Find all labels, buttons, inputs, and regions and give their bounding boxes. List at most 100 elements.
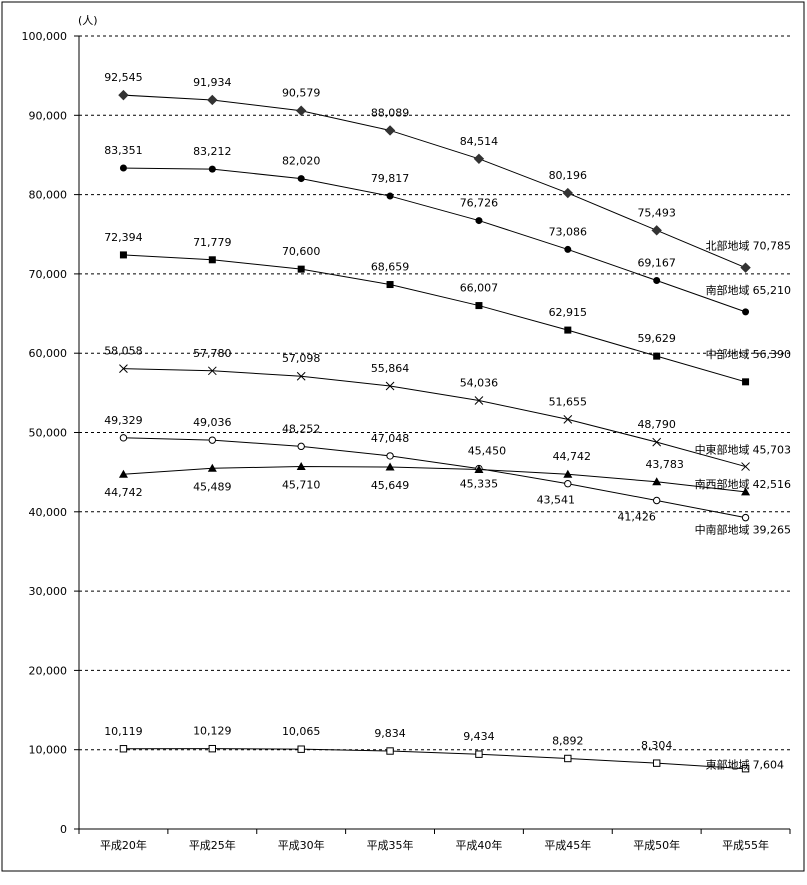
x-tick-label: 平成40年 [455,838,502,852]
data-point-triangle [741,487,751,496]
data-label: 90,579 [282,87,321,100]
data-point-open-square [652,759,661,767]
data-point-square [208,256,216,264]
data-point-diamond [295,105,307,116]
series-line-1 [123,167,746,313]
y-tick-label: 0 [60,823,67,836]
data-label: 48,790 [637,418,676,431]
y-tick-label: 50,000 [29,427,68,440]
data-point-cross [207,366,217,376]
series-line-2 [123,254,746,383]
x-tick-label: 平成20年 [100,838,147,852]
data-label: 44,742 [104,486,143,499]
y-tick-label: 100,000 [22,30,68,43]
data-point-triangle [652,477,662,486]
data-point-circle [742,308,750,316]
data-point-circle [564,245,572,253]
series-end-value-label: 39,265 [753,524,792,537]
data-label: 88,089 [371,106,410,119]
cross-stroke [563,415,573,424]
data-label: 41,426 [617,510,656,523]
series-line-5 [123,466,746,493]
data-point-open-circle [564,480,572,488]
data-label: 43,783 [645,458,684,471]
data-point-triangle [118,469,128,478]
data-point-diamond [562,187,574,199]
data-point-open-square [475,750,483,758]
y-tick-label: 90,000 [29,109,68,122]
data-point-cross [385,381,395,391]
data-label: 69,167 [637,257,676,270]
data-point-cross [474,396,484,405]
y-tick-label: 40,000 [29,506,68,519]
data-point-diamond [651,225,662,236]
data-label: 79,817 [371,172,410,185]
x-tick-label: 平成50年 [633,838,680,852]
data-label: 80,196 [549,169,588,182]
data-label: 51,655 [549,395,588,408]
data-point-diamond [740,262,751,273]
data-label: 82,020 [282,155,321,168]
y-tick-label: 20,000 [29,664,68,677]
series-end-value-label: 7,604 [753,759,785,772]
data-label: 47,048 [371,432,410,445]
data-label: 62,915 [549,306,588,319]
data-label: 48,252 [282,422,321,435]
data-point-open-square [208,744,217,753]
data-point-open-circle [119,434,128,442]
cross-stroke [119,364,128,373]
data-label: 75,493 [637,206,676,219]
y-tick-label: 70,000 [29,268,68,281]
data-label: 58,058 [104,345,143,358]
data-point-circle [653,277,661,285]
data-point-square [386,281,394,289]
series-end-value-label: 45,703 [753,444,792,457]
cross-stroke [207,366,217,376]
data-label: 45,450 [468,445,507,458]
series-end-value-label: 70,785 [753,240,792,253]
data-label: 76,726 [460,197,499,210]
x-tick-label: 平成30年 [278,838,325,852]
data-point-square [564,326,572,334]
series-line-3 [123,368,746,468]
data-label: 8,304 [641,739,673,752]
series-name-label: 東部地域 [706,758,750,772]
series-name-label: 中南部地域 [695,523,750,537]
data-point-diamond [118,89,129,101]
data-label: 54,036 [460,376,499,389]
data-label: 68,659 [371,261,410,274]
data-labels: 92,545 91,934 90,579 88,089 84,514 80,196 75,4… [104,71,791,772]
x-tick-label: 平成35年 [367,838,414,852]
data-point-square [119,251,127,259]
data-point-circle [119,164,127,172]
series-name-label: 中東部地域 [695,443,750,457]
data-point-open-circle [741,513,750,522]
data-label: 71,779 [193,236,232,249]
series-line-0 [123,94,746,269]
data-point-open-circle [297,442,305,451]
cross-stroke [741,462,750,471]
data-label: 84,514 [460,135,499,148]
data-label: 55,864 [371,362,410,375]
data-point-circle [297,175,305,183]
series-name-label: 北部地域 [706,239,750,253]
data-label: 44,742 [553,450,592,463]
data-point-open-circle [652,496,661,505]
data-label: 45,710 [282,479,321,492]
data-point-diamond [473,153,485,165]
data-point-triangle [207,463,217,472]
cross-stroke [296,371,306,381]
data-label: 70,600 [282,245,321,258]
data-point-open-square [564,754,572,763]
data-point-diamond [207,94,218,106]
data-label: 45,489 [193,480,232,493]
data-label: 57,098 [282,352,321,365]
data-label: 49,036 [193,416,232,429]
data-label: 8,892 [552,734,584,747]
data-point-cross [119,364,128,373]
data-point-circle [386,192,394,200]
series-name-label: 中部地域 [706,347,750,361]
x-tick-label: 平成55年 [722,838,769,852]
